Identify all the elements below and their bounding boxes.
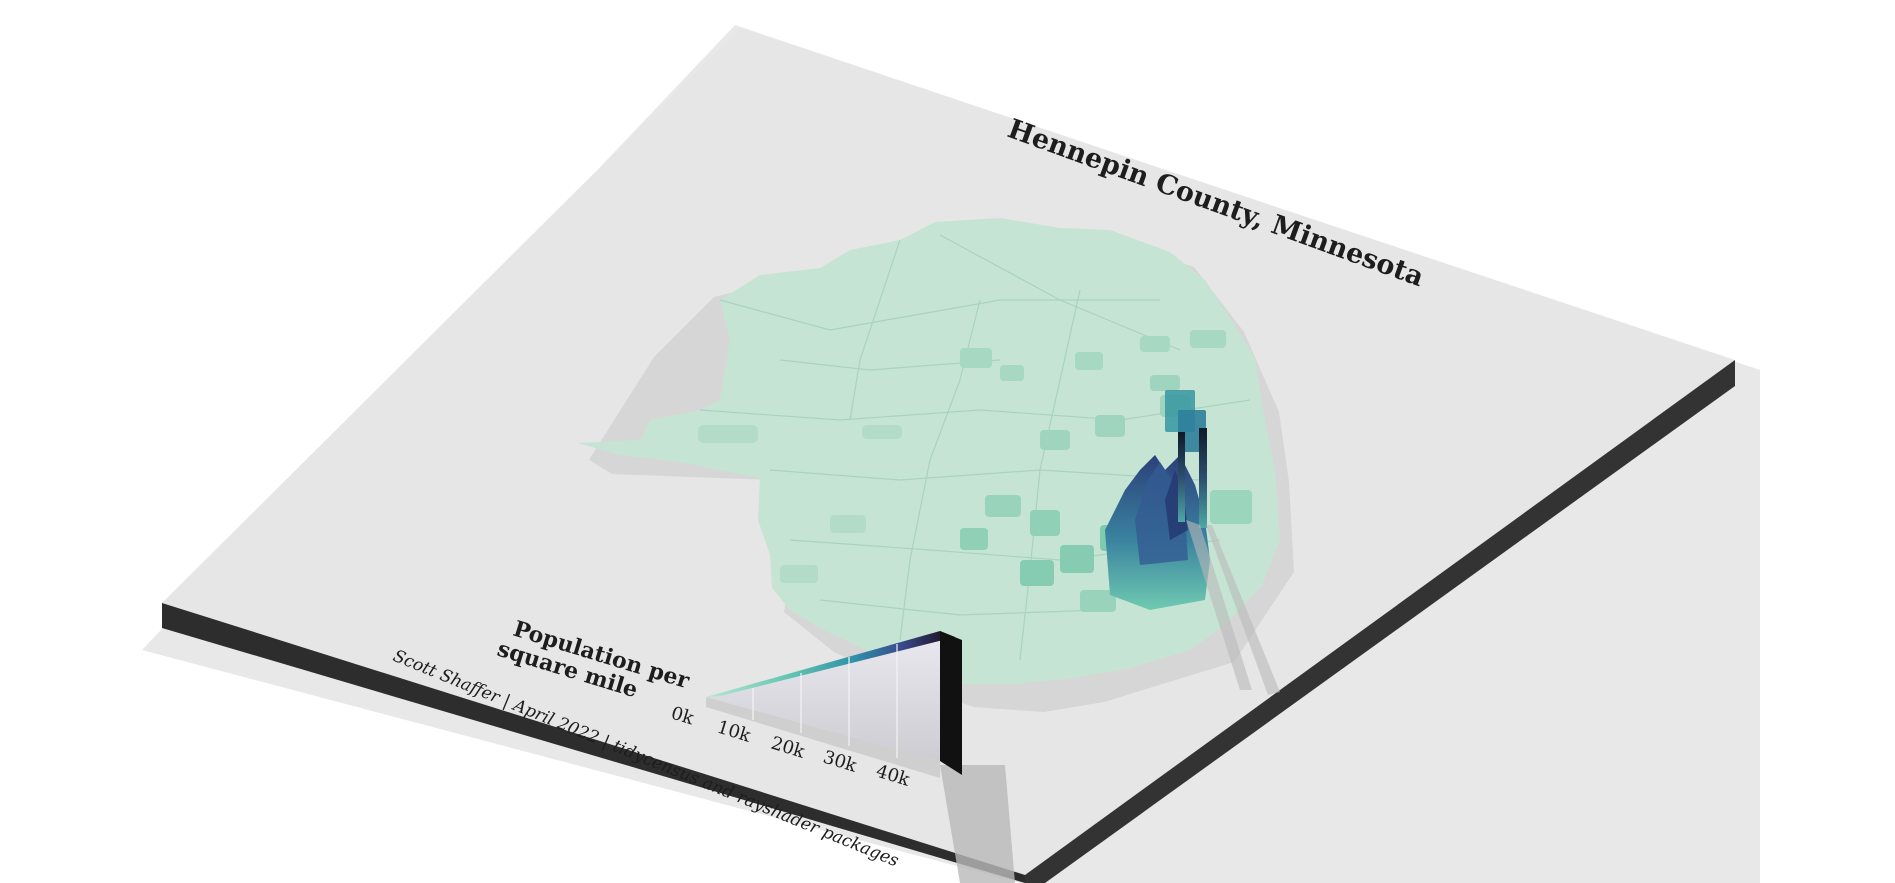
- density-towers: [1178, 428, 1280, 695]
- county-map: [578, 218, 1294, 712]
- base-plate-right-edge: [1025, 360, 1735, 883]
- county-footprint: [578, 218, 1280, 684]
- legend-gradient-ramp: [706, 631, 955, 697]
- base-plate-left-edge: [162, 603, 1025, 883]
- tower-2: [1199, 428, 1207, 528]
- legend-end-cap: [940, 631, 962, 775]
- legend-color-bar: [706, 631, 1015, 883]
- legend-top-face: [706, 631, 962, 775]
- urban-core-peaks: [1105, 390, 1210, 610]
- legend-side-face: [706, 697, 940, 778]
- tower-1: [1178, 432, 1185, 522]
- legend-shadow: [940, 765, 1015, 883]
